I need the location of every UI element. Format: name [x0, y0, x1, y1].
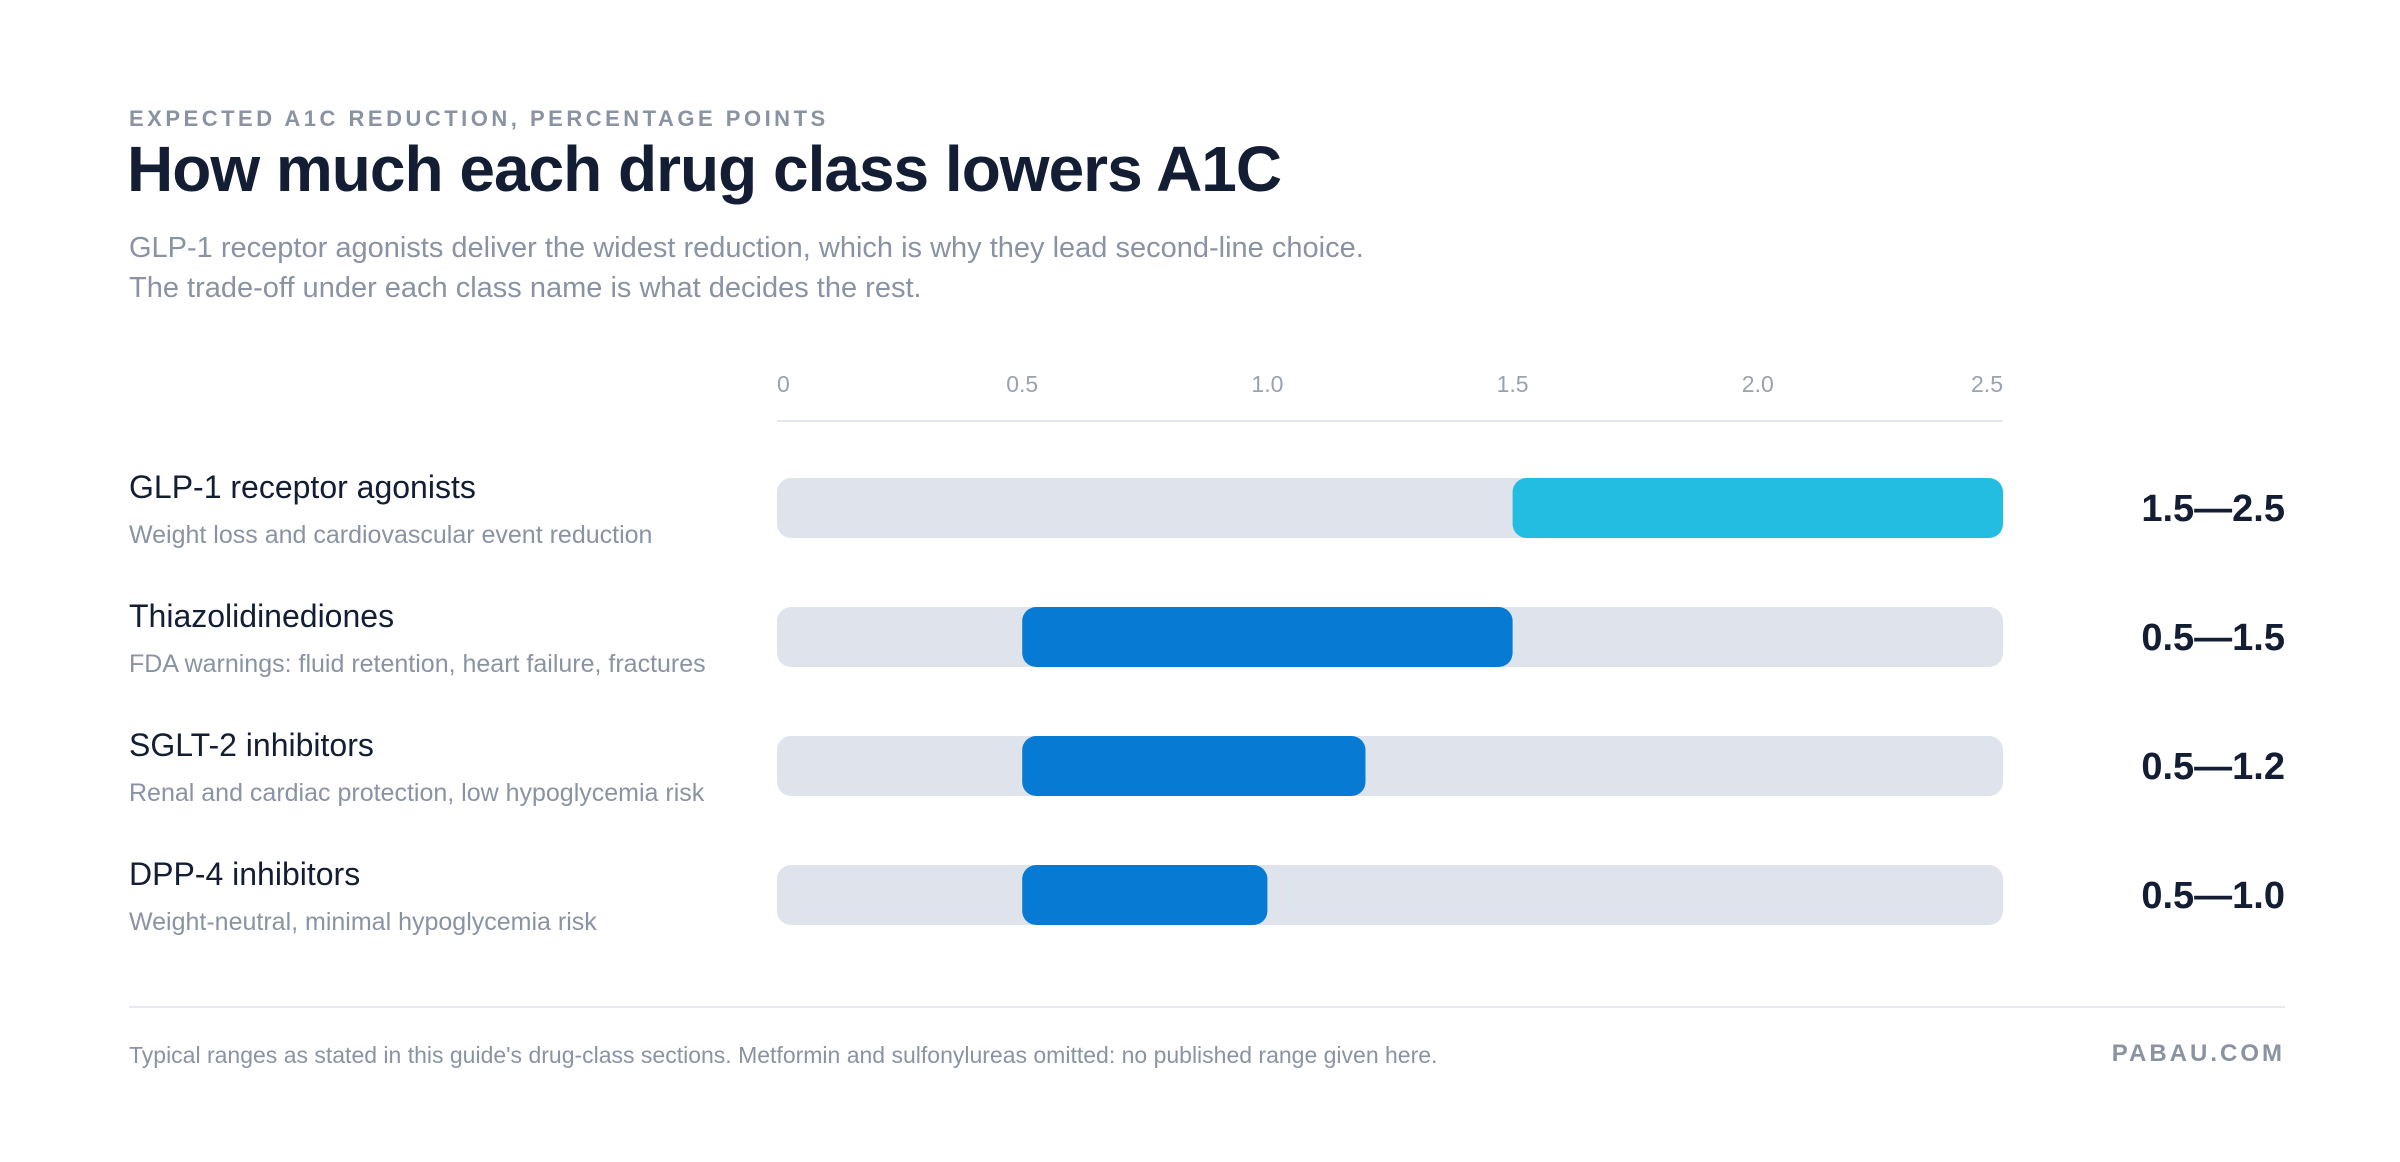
chart-title: How much each drug class lowers A1C	[127, 133, 1282, 205]
row-description: Weight-neutral, minimal hypoglycemia ris…	[129, 908, 597, 936]
x-tick-label: 2.5	[1971, 371, 2003, 397]
range-value-label: 0.5—1.2	[2141, 746, 2285, 788]
footer-divider	[129, 1006, 2285, 1008]
footnote: Typical ranges as stated in this guide's…	[129, 1042, 1438, 1068]
row-label: GLP-1 receptor agonists	[129, 469, 476, 505]
range-value-label: 0.5—1.5	[2141, 617, 2285, 659]
range-bar	[1512, 478, 2003, 538]
row-description: Renal and cardiac protection, low hypogl…	[129, 779, 705, 807]
x-tick-label: 2.0	[1742, 371, 1774, 397]
subtitle-line-2: The trade-off under each class name is w…	[129, 272, 922, 304]
chart-subtitle: GLP-1 receptor agonists deliver the wide…	[129, 228, 1529, 308]
x-tick-label: 1.0	[1251, 371, 1283, 397]
x-tick-label: 0.5	[1006, 371, 1038, 397]
range-value-label: 0.5—1.0	[2141, 875, 2285, 917]
range-value-label: 1.5—2.5	[2141, 488, 2285, 530]
brand-label: PABAU.COM	[2111, 1040, 2285, 1067]
row-label: DPP-4 inhibitors	[129, 856, 360, 892]
subtitle-line-1: GLP-1 receptor agonists deliver the wide…	[129, 232, 1364, 264]
range-bar	[1022, 607, 1513, 667]
x-tick-label: 1.5	[1497, 371, 1529, 397]
row-label: Thiazolidinediones	[129, 598, 394, 634]
row-label: SGLT-2 inhibitors	[129, 727, 374, 763]
range-bar	[1022, 736, 1366, 796]
bar-track	[777, 736, 2003, 796]
x-tick-label: 0	[777, 371, 790, 397]
row-description: Weight loss and cardiovascular event red…	[129, 521, 652, 549]
bar-track	[777, 865, 2003, 925]
range-bar	[1022, 865, 1268, 925]
row-description: FDA warnings: fluid retention, heart fai…	[129, 650, 706, 678]
chart-eyebrow: EXPECTED A1C REDUCTION, PERCENTAGE POINT…	[129, 106, 829, 131]
range-bar-chart: 0 0.5 1.0 1.5 2.0 2.5 GLP-1 receptor agonists W…	[129, 371, 2285, 936]
